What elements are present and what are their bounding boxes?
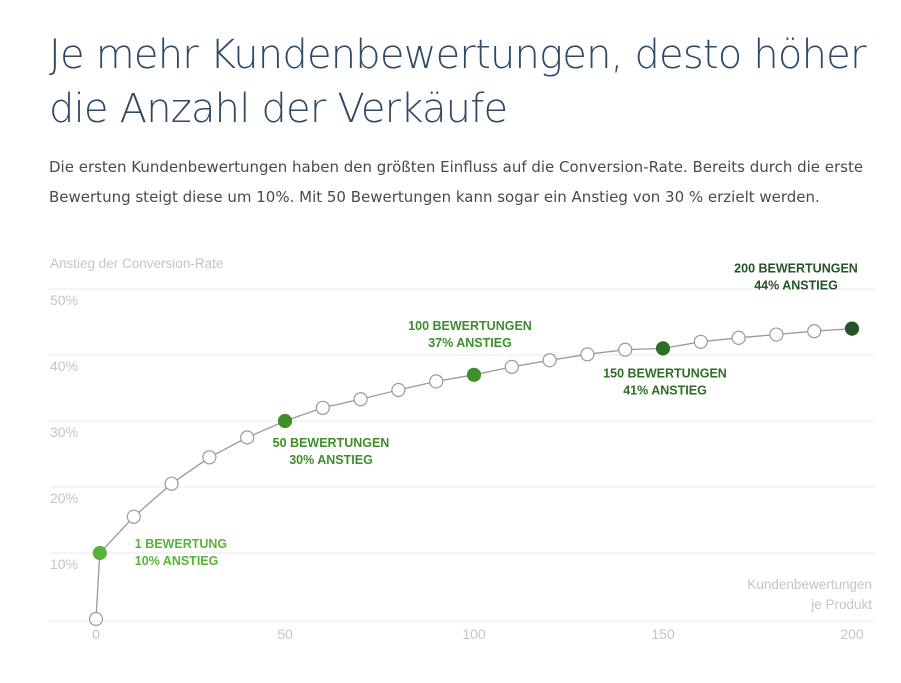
data-point [807,324,822,339]
x-tick-label: 0 [92,626,100,642]
axes: 10% 20% 30% 40% 50% 0 50 100 150 200 Anstieg der C… [50,256,872,642]
x-tick-label: 100 [462,626,486,642]
data-point [240,430,255,445]
data-point [88,611,104,627]
data-point [769,327,784,342]
x-axis-title: je Produkt [810,597,872,612]
data-point [580,347,595,362]
grid [49,288,875,622]
data-point [542,353,557,368]
annotation-label: 150 BEWERTUNGEN [603,366,727,380]
annotation-label: 10% ANSTIEG [135,554,219,568]
data-point [504,359,519,374]
annotation-label: 200 BEWERTUNGEN [734,262,858,276]
annotation-label: 44% ANSTIEG [754,279,838,293]
annotation-label: 41% ANSTIEG [623,383,707,397]
annotation-label: 30% ANSTIEG [289,453,373,467]
y-tick-label: 20% [50,490,78,506]
x-tick-label: 200 [840,626,864,642]
y-tick-label: 50% [50,292,78,308]
data-point [429,374,444,389]
highlight-point [655,341,671,356]
data-point [315,400,330,415]
data-point [693,334,708,349]
data-point [618,342,633,357]
data-point [164,476,179,491]
x-axis-title: Kundenbewertungen [747,577,872,592]
annotation-label: 37% ANSTIEG [428,336,512,350]
chart-title: Je mehr Kundenbewertungen, desto höher d… [49,32,866,132]
data-points [88,321,860,627]
y-tick-label: 30% [50,424,78,440]
data-point [126,509,141,524]
annotations: 1 BEWERTUNG 10% ANSTIEG 50 BEWERTUNGEN 30% … [135,262,858,568]
annotation-label: 100 BEWERTUNGEN [408,319,532,333]
y-tick-label: 40% [50,358,78,374]
annotation-label: 50 BEWERTUNGEN [273,436,390,450]
y-axis-title: Anstieg der Conversion-Rate [50,256,223,271]
data-point [202,450,217,465]
data-point [731,330,746,345]
x-tick-label: 50 [277,626,293,642]
highlight-point [277,413,293,429]
annotation-label: 1 BEWERTUNG [135,537,227,551]
chart-subtitle: Die ersten Kundenbewertungen haben den g… [49,158,864,206]
data-point [353,392,368,407]
data-point [391,382,406,398]
y-tick-label: 10% [50,556,78,572]
highlight-point [92,545,107,561]
highlight-point [466,367,482,382]
highlight-point [844,321,860,336]
x-tick-label: 150 [651,626,675,642]
series-line [95,327,853,620]
